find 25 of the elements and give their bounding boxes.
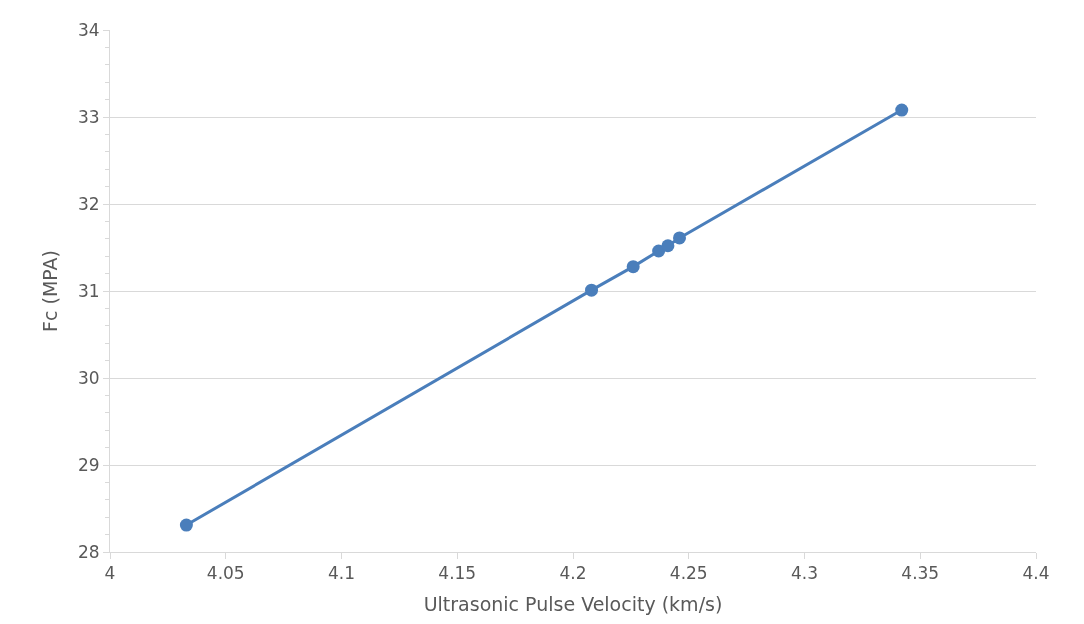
y-tick-label: 34 xyxy=(77,19,100,40)
y-tick-label: 33 xyxy=(77,106,100,127)
point xyxy=(895,103,909,117)
x-tick-label: 4.4 xyxy=(1022,563,1050,584)
x-tick-label: 4 xyxy=(104,563,116,584)
y-axis-title: Fc (MPA) xyxy=(38,250,61,332)
point xyxy=(673,231,686,245)
y-tick-label: 30 xyxy=(77,367,100,388)
x-axis-title: Ultrasonic Pulse Velocity (km/s) xyxy=(423,593,723,616)
x-tick-label: 4.05 xyxy=(206,563,245,584)
point xyxy=(585,283,599,297)
y-tick-label: 29 xyxy=(77,454,100,475)
x-tick-label: 4.15 xyxy=(438,563,477,584)
y-tick-label: 32 xyxy=(77,193,100,214)
y-tick-label: 28 xyxy=(77,541,100,562)
point xyxy=(652,244,666,258)
point xyxy=(661,239,675,253)
x-tick-label: 4.35 xyxy=(901,563,940,584)
x-tick-label: 4.25 xyxy=(669,563,708,584)
x-tick-label: 4.1 xyxy=(327,563,356,584)
x-tick-label: 4.3 xyxy=(790,563,819,584)
point xyxy=(626,260,640,274)
point xyxy=(179,518,193,532)
y-tick-label: 31 xyxy=(77,280,100,301)
x-tick-label: 4.2 xyxy=(559,563,587,584)
